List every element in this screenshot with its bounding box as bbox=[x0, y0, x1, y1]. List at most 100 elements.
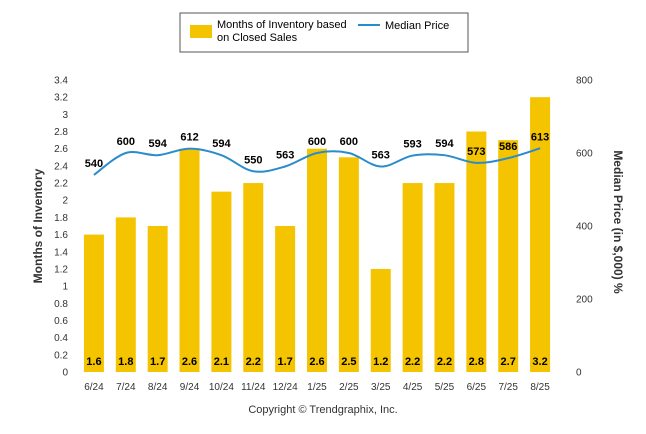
x-axis: 6/24 7/24 8/24 9/24 10/24 11/24 12/24 1/25 2/25 3… bbox=[84, 382, 550, 393]
copyright-text: Copyright © Trendgraphix, Inc. bbox=[248, 404, 397, 416]
x-tick-label: 2/25 bbox=[339, 382, 359, 393]
bar bbox=[115, 217, 136, 372]
y-tick-label: 2.2 bbox=[54, 179, 68, 190]
y-tick-label: 1.8 bbox=[54, 213, 68, 224]
price-line-series bbox=[93, 147, 541, 176]
x-tick-label: 8/25 bbox=[530, 382, 550, 393]
x-tick-label: 7/24 bbox=[116, 382, 136, 393]
price-value-label: 573 bbox=[467, 146, 485, 158]
price-value-label: 563 bbox=[372, 150, 390, 162]
legend-bar-swatch bbox=[190, 25, 212, 38]
bar bbox=[211, 191, 232, 372]
x-tick-label: 12/24 bbox=[273, 382, 298, 393]
y-tick-label: 3.2 bbox=[54, 93, 68, 104]
y2-tick-label: 600 bbox=[576, 149, 593, 160]
y-axis-title: Months of Inventory bbox=[31, 168, 45, 283]
x-tick-label: 8/24 bbox=[148, 382, 168, 393]
y-tick-label: 1.4 bbox=[54, 247, 68, 258]
bar-value-label: 2.2 bbox=[437, 356, 452, 368]
x-tick-label: 5/25 bbox=[435, 382, 455, 393]
bar bbox=[370, 268, 391, 372]
y-tick-label: 2.6 bbox=[54, 144, 68, 155]
price-value-label: 594 bbox=[212, 138, 231, 150]
right-axis: 0 200 400 600 800 bbox=[576, 76, 593, 379]
legend-line-label: Median Price bbox=[385, 20, 449, 32]
bar-value-label: 1.7 bbox=[277, 356, 292, 368]
bar bbox=[338, 157, 359, 372]
bar bbox=[498, 140, 519, 372]
bar-value-label: 3.2 bbox=[532, 356, 547, 368]
y-tick-label: 0.8 bbox=[54, 299, 68, 310]
y-tick-label: 1 bbox=[62, 282, 68, 293]
price-value-label: 594 bbox=[435, 138, 454, 150]
price-value-label: 600 bbox=[117, 136, 135, 148]
median-price-line bbox=[93, 147, 541, 176]
bar-value-label: 2.8 bbox=[469, 356, 484, 368]
x-tick-label: 9/24 bbox=[180, 382, 200, 393]
price-value-label: 613 bbox=[531, 131, 549, 143]
bar bbox=[243, 183, 264, 372]
y-tick-label: 3.4 bbox=[54, 76, 68, 87]
bar bbox=[466, 131, 487, 372]
y-tick-label: 0 bbox=[62, 368, 68, 379]
bar bbox=[530, 97, 551, 373]
bar-value-label: 1.8 bbox=[118, 356, 133, 368]
y2-tick-label: 200 bbox=[576, 295, 593, 306]
bar bbox=[275, 226, 296, 372]
price-value-label: 540 bbox=[85, 158, 103, 170]
x-tick-label: 1/25 bbox=[307, 382, 327, 393]
x-tick-label: 10/24 bbox=[209, 382, 234, 393]
bar-value-label: 2.6 bbox=[182, 356, 197, 368]
y-tick-label: 0.6 bbox=[54, 316, 68, 327]
bar-series bbox=[83, 97, 551, 373]
y-tick-label: 1.6 bbox=[54, 230, 68, 241]
bar-value-label: 1.6 bbox=[86, 356, 101, 368]
left-axis: 0 0.2 0.4 0.6 0.8 1 1.2 1.4 1.6 1.8 2 2.2 2.4 2.6 2.8 3… bbox=[54, 76, 68, 379]
y-tick-label: 0.2 bbox=[54, 350, 68, 361]
bar bbox=[179, 148, 200, 372]
y2-tick-label: 400 bbox=[576, 222, 593, 233]
price-value-label: 594 bbox=[148, 138, 167, 150]
price-value-label: 550 bbox=[244, 154, 262, 166]
bar bbox=[402, 183, 423, 372]
y-tick-label: 3 bbox=[62, 110, 68, 121]
bar-value-label: 2.6 bbox=[309, 356, 324, 368]
price-value-label: 593 bbox=[403, 139, 421, 151]
bar bbox=[83, 234, 104, 372]
legend-bar-label-line1: Months of Inventory based bbox=[217, 19, 347, 31]
bar bbox=[307, 148, 327, 372]
x-tick-label: 4/25 bbox=[403, 382, 423, 393]
bar bbox=[147, 226, 168, 372]
y-tick-label: 1.2 bbox=[54, 264, 68, 275]
y-tick-label: 2.8 bbox=[54, 127, 68, 138]
bar-value-label: 1.2 bbox=[373, 356, 388, 368]
bar-value-label: 2.1 bbox=[214, 356, 229, 368]
y-tick-label: 0.4 bbox=[54, 333, 68, 344]
bar-value-label: 2.5 bbox=[341, 356, 356, 368]
y2-tick-label: 0 bbox=[576, 368, 582, 379]
price-value-label: 563 bbox=[276, 150, 294, 162]
x-tick-label: 6/24 bbox=[84, 382, 104, 393]
y-tick-label: 2.4 bbox=[54, 161, 68, 172]
price-value-label: 600 bbox=[340, 136, 358, 148]
x-tick-label: 7/25 bbox=[498, 382, 518, 393]
y2-tick-label: 800 bbox=[576, 76, 593, 87]
price-value-label: 600 bbox=[308, 136, 326, 148]
legend-bar-label-line2: on Closed Sales bbox=[217, 32, 298, 44]
bar-value-label: 2.2 bbox=[246, 356, 261, 368]
price-data-labels: 540 600 594 612 594 550 563 600 600 563 593 594 573 5… bbox=[85, 131, 549, 170]
bar-value-label: 2.2 bbox=[405, 356, 420, 368]
bar-value-label: 2.7 bbox=[501, 356, 516, 368]
bar bbox=[434, 183, 455, 372]
x-tick-label: 11/24 bbox=[241, 382, 266, 393]
bar-data-labels: 1.6 1.8 1.7 2.6 2.1 2.2 1.7 2.6 2.5 1.2 2.2 2.2 2.8 2… bbox=[86, 356, 547, 368]
y2-axis-title: Median Price (in $,000) % bbox=[611, 150, 625, 294]
price-value-label: 586 bbox=[499, 141, 517, 153]
y-tick-label: 2 bbox=[62, 196, 68, 207]
price-value-label: 612 bbox=[180, 132, 198, 144]
bar-value-label: 1.7 bbox=[150, 356, 165, 368]
x-tick-label: 3/25 bbox=[371, 382, 391, 393]
legend-frame bbox=[179, 12, 469, 53]
